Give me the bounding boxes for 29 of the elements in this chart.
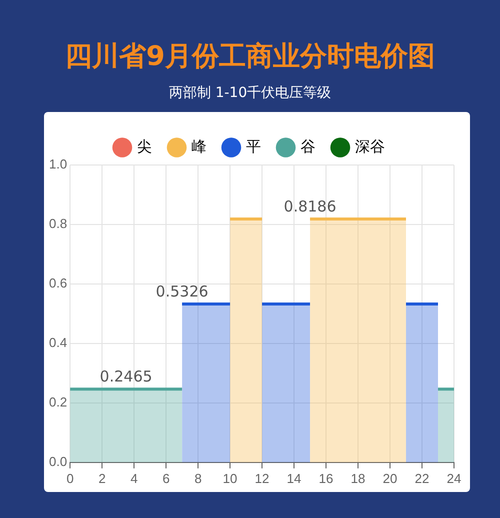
y-tick-label: 0.2 [48,394,68,410]
x-tick-label: 20 [382,470,398,486]
x-tick-label: 12 [254,470,270,486]
x-tick-label: 16 [318,470,334,486]
x-tick-label: 14 [286,470,302,486]
y-tick-label: 0.8 [48,216,68,232]
legend-label: 深谷 [354,137,385,156]
data-label: 0.5326 [156,282,208,300]
legend-label: 谷 [300,137,316,156]
data-label: 0.8186 [284,197,336,216]
chart-subtitle: 两部制 1-10千伏电压等级 [168,84,332,102]
chart-title: 四川省9月份工商业分时电价图 [64,40,436,74]
x-tick-label: 10 [222,470,238,486]
x-tick-label: 24 [446,470,462,486]
y-tick-label: 0.0 [48,454,68,469]
x-tick-label: 0 [66,470,74,486]
x-tick-label: 22 [414,470,430,486]
x-tick-label: 8 [194,470,202,486]
y-tick-label: 1.0 [48,156,68,172]
x-tick-label: 4 [130,470,138,486]
x-tick-label: 6 [162,470,170,486]
x-tick-label: 2 [98,470,106,486]
y-tick-label: 0.6 [48,276,68,291]
legend-label: 平 [246,137,261,156]
legend-label: 峰 [191,137,206,156]
y-tick-label: 0.4 [48,335,68,350]
x-tick-label: 18 [350,470,366,486]
legend-label: 尖 [136,137,152,156]
data-label: 0.2465 [100,367,152,386]
